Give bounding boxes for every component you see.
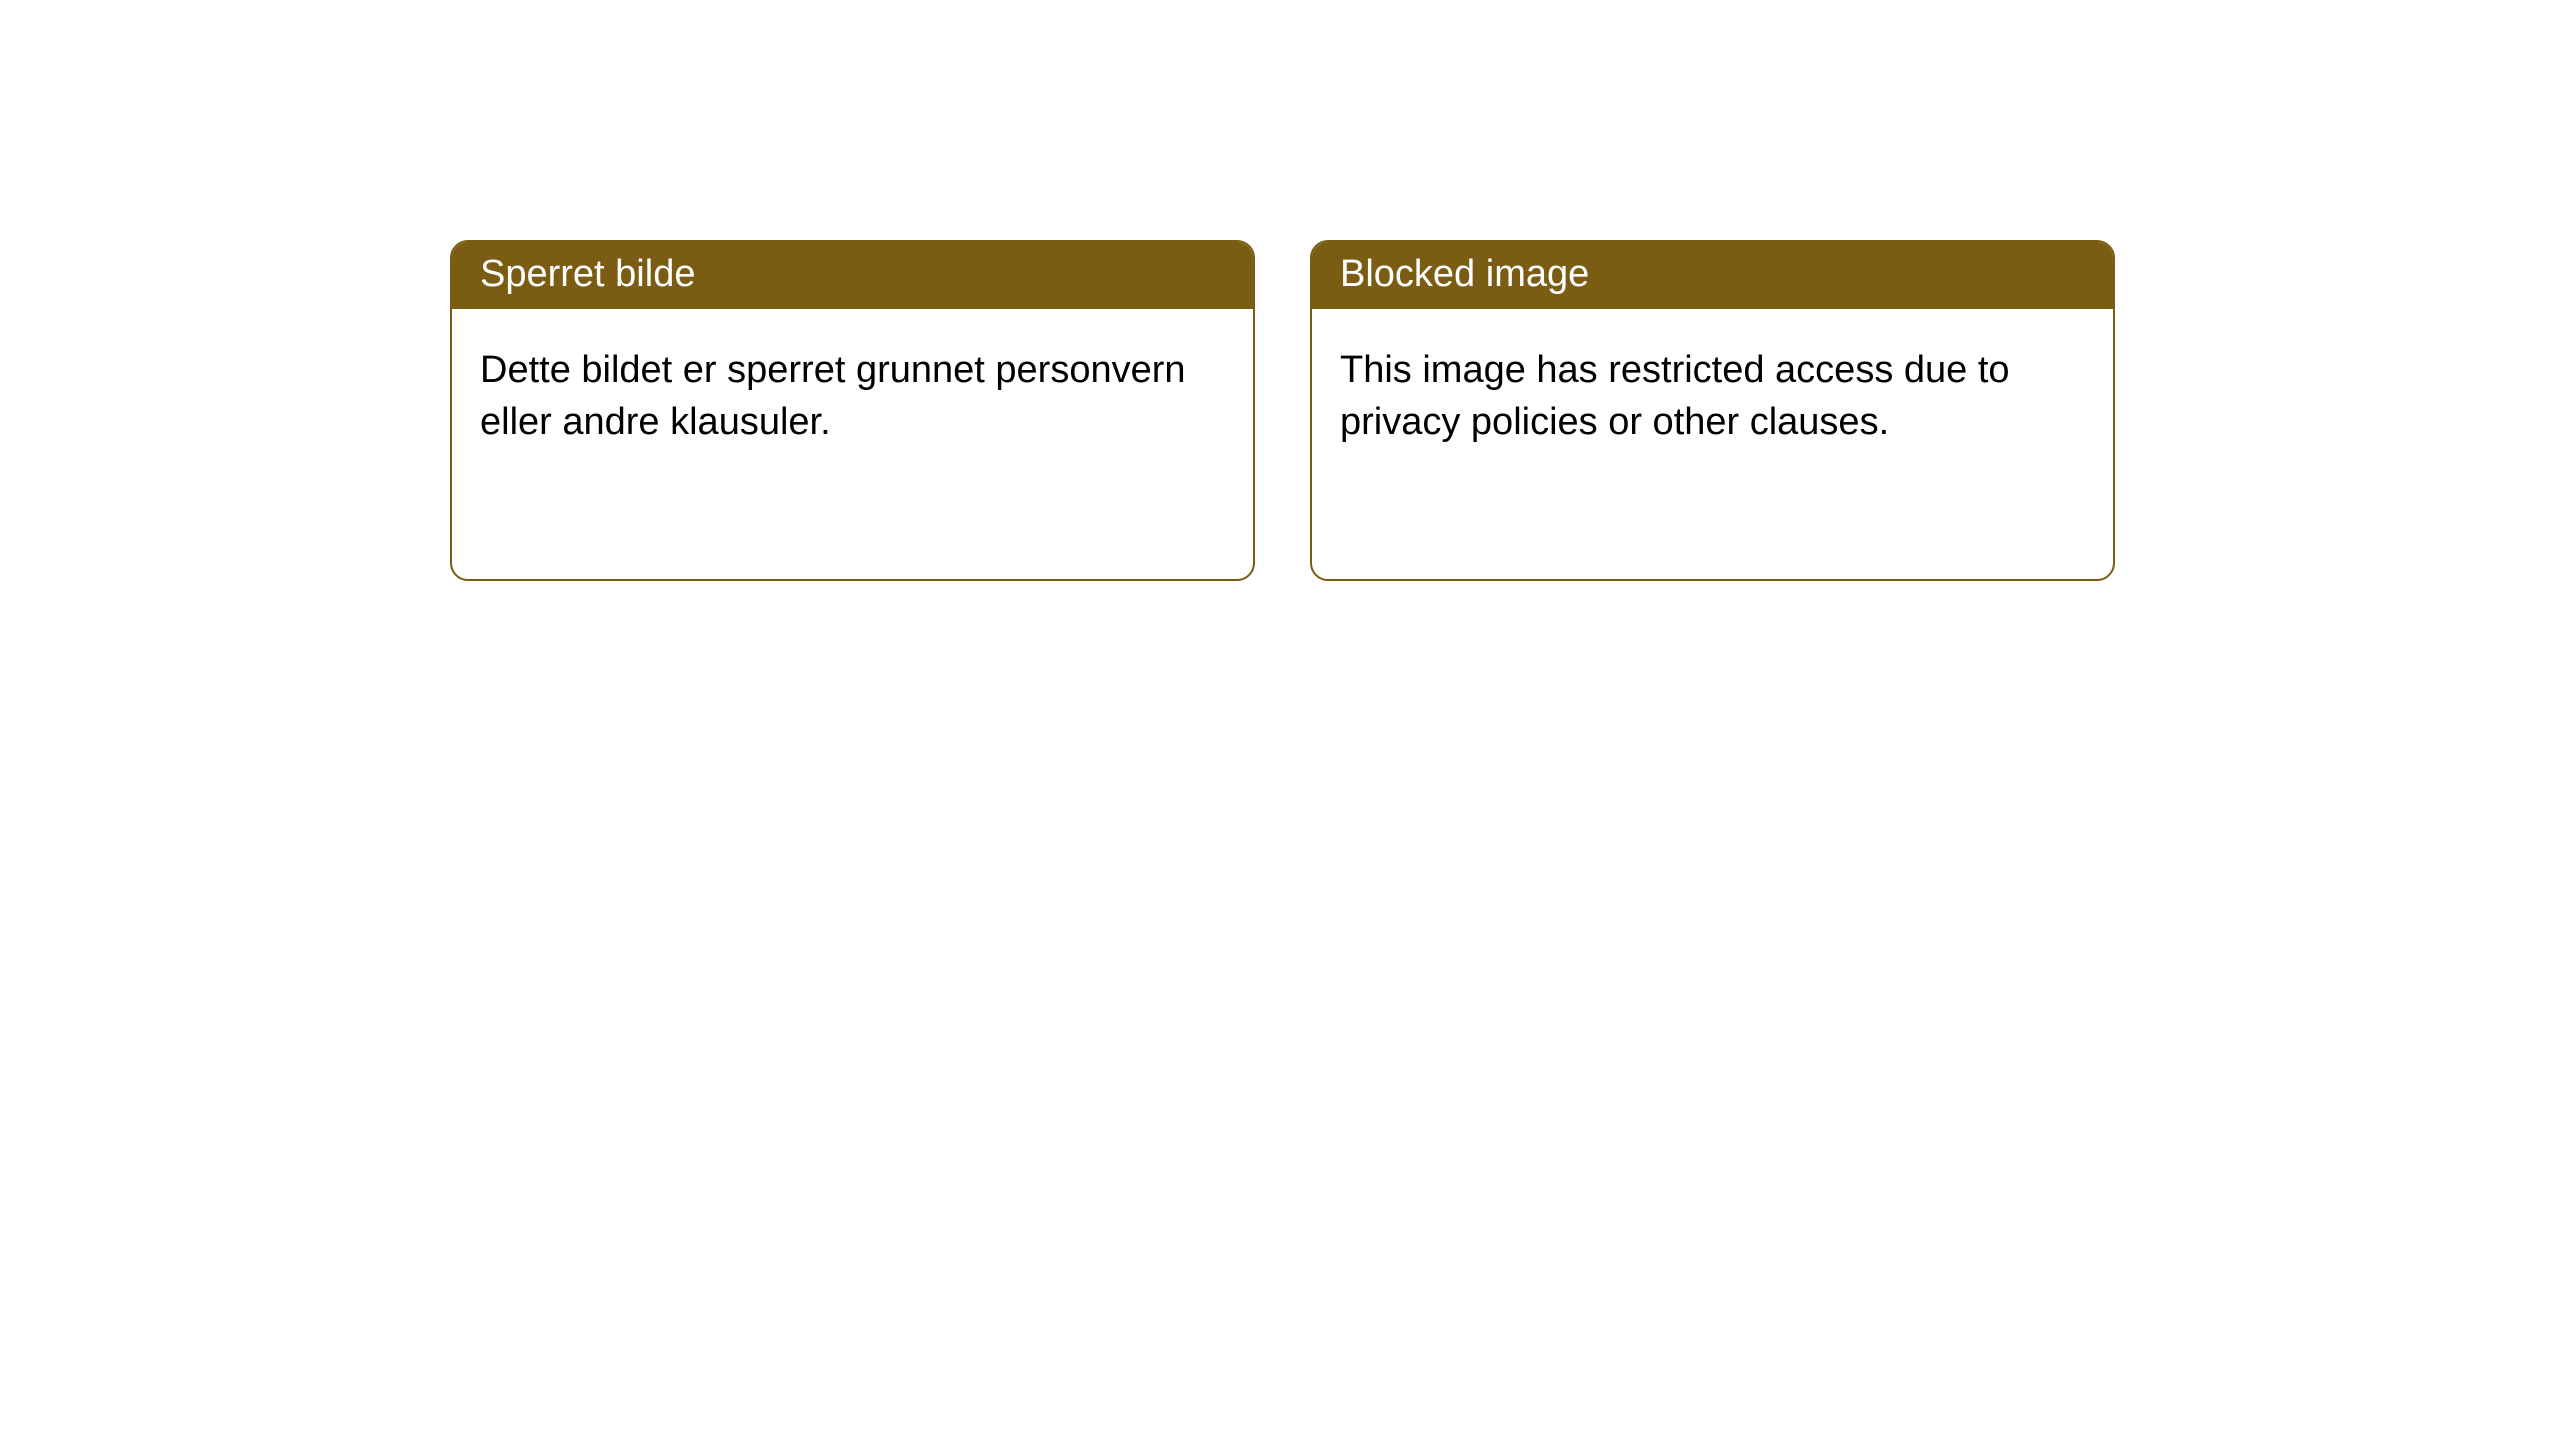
notice-box-english: Blocked image This image has restricted …: [1310, 240, 2115, 581]
notice-title-en: Blocked image: [1312, 242, 2113, 309]
notice-body-en: This image has restricted access due to …: [1312, 309, 2113, 579]
notice-title-no: Sperret bilde: [452, 242, 1253, 309]
notice-body-no: Dette bildet er sperret grunnet personve…: [452, 309, 1253, 579]
blocked-image-notices: Sperret bilde Dette bildet er sperret gr…: [450, 240, 2115, 581]
notice-box-norwegian: Sperret bilde Dette bildet er sperret gr…: [450, 240, 1255, 581]
